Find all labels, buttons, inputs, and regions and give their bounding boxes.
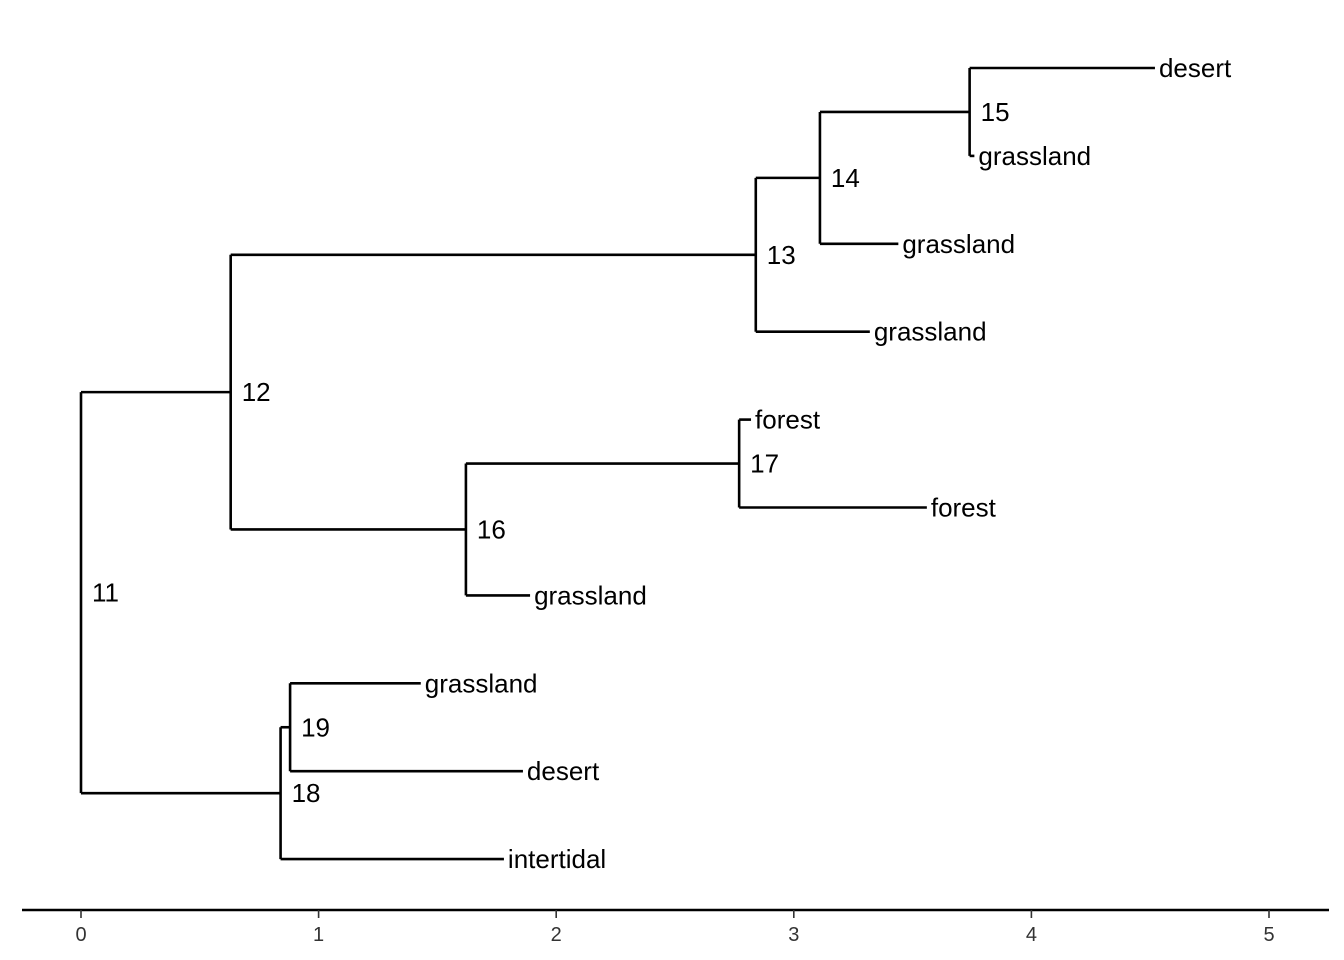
x-tick-label-2: 2 xyxy=(551,924,562,946)
tip-label-t5: grassland xyxy=(874,317,987,347)
node-label-19: 19 xyxy=(301,712,330,742)
node-label-12: 12 xyxy=(242,377,271,407)
x-tick-label-3: 3 xyxy=(788,924,799,946)
node-labels: 11 12 13 14 15 16 17 18 19 xyxy=(92,97,1010,808)
tree-edges xyxy=(79,66,1155,861)
x-axis: 0 1 2 3 4 5 xyxy=(22,908,1329,946)
tip-label-t11: intertidal xyxy=(508,844,606,874)
node-label-13: 13 xyxy=(767,240,796,270)
x-tick-label-1: 1 xyxy=(313,924,324,946)
tip-label-t2: grassland xyxy=(978,141,1091,171)
node-label-16: 16 xyxy=(477,514,506,544)
tip-label-t8: grassland xyxy=(534,580,647,610)
tip-label-t4: grassland xyxy=(902,229,1015,259)
node-label-18: 18 xyxy=(292,778,321,808)
x-axis-ticks: 0 1 2 3 4 5 xyxy=(75,910,1275,946)
node-label-11: 11 xyxy=(92,578,119,608)
tip-label-t9: grassland xyxy=(425,668,538,698)
tip-label-t7: forest xyxy=(931,493,997,523)
node-label-14: 14 xyxy=(831,163,860,193)
x-tick-label-0: 0 xyxy=(75,924,86,946)
node-label-15: 15 xyxy=(981,97,1010,127)
tip-label-t10: desert xyxy=(527,756,600,786)
x-tick-label-5: 5 xyxy=(1263,924,1274,946)
x-tick-label-4: 4 xyxy=(1026,924,1037,946)
node-label-17: 17 xyxy=(750,449,779,479)
tip-label-t1: desert xyxy=(1159,53,1232,83)
tip-label-t6: forest xyxy=(755,405,821,435)
tip-labels: desert grassland grassland grassland forest f… xyxy=(425,53,1232,874)
